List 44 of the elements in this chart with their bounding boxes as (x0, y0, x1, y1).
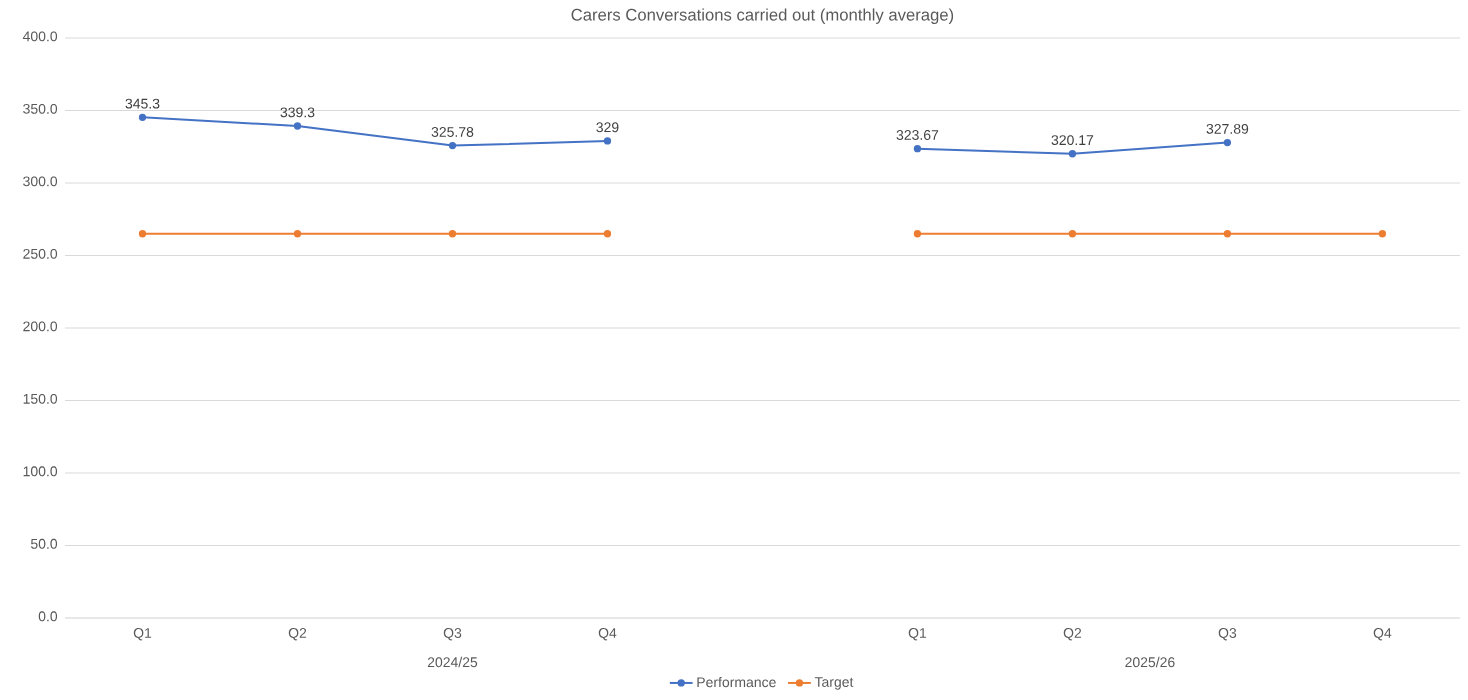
data-label: 327.89 (1206, 123, 1249, 134)
data-label: 329 (596, 122, 619, 133)
point (1068, 230, 1077, 238)
y-tick-label: 0.0 (38, 611, 58, 622)
data-label: 325.78 (431, 127, 474, 137)
y-tick-label: 400.0 (22, 31, 58, 42)
x-tick-label: Q1 (133, 628, 152, 641)
point (913, 145, 922, 153)
point (138, 230, 147, 238)
point (1223, 230, 1232, 238)
point (1068, 150, 1077, 158)
x-tick-label: Q4 (598, 628, 617, 641)
x-tick-label: Q3 (443, 628, 462, 641)
y-tick-label: 250.0 (23, 248, 58, 259)
point (603, 230, 612, 238)
y-tick-label: 300.0 (23, 176, 58, 187)
y-tick-label: 100.0 (23, 466, 58, 477)
point (1378, 230, 1387, 238)
legend-label: Performance (697, 676, 776, 688)
x-tick-label: Q3 (1218, 628, 1237, 641)
point (293, 230, 302, 238)
chart-title: Carers Conversations carried out (monthly average) (571, 8, 954, 24)
point (138, 113, 147, 121)
data-label: 339.3 (280, 107, 315, 118)
legend-label: Target (814, 677, 854, 690)
data-label: 320.17 (1051, 135, 1094, 146)
x-tick-label: Q4 (1373, 628, 1392, 641)
point (603, 137, 612, 145)
point (1223, 138, 1232, 147)
y-tick-label: 50.0 (30, 538, 58, 549)
y-tick-label: 150.0 (23, 393, 58, 404)
point (448, 141, 457, 150)
point (448, 230, 457, 238)
x-tick-label: Q2 (1063, 628, 1082, 641)
y-tick-label: 350.0 (23, 103, 58, 114)
point (913, 230, 922, 238)
point (293, 122, 302, 130)
x-tick-label: Q2 (288, 628, 307, 641)
data-label: 345.3 (125, 98, 160, 109)
y-tick-label: 200.0 (23, 321, 58, 332)
x-tick-label: Q1 (908, 628, 927, 641)
text: 2025/26 (1125, 656, 1175, 668)
data-label: 323.67 (896, 130, 939, 140)
text: 2024/25 (427, 656, 478, 668)
